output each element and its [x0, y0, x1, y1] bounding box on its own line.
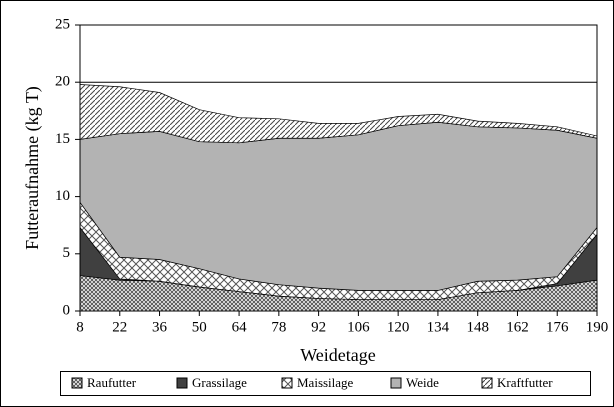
- legend-label: Maissilage: [297, 375, 354, 390]
- legend-label: Weide: [406, 375, 439, 390]
- y-axis-title: Futteraufnahme (kg T): [22, 86, 43, 250]
- x-tick-label: 78: [271, 319, 286, 335]
- x-tick-label: 134: [427, 319, 450, 335]
- y-tick-label: 0: [63, 302, 71, 318]
- x-tick-label: 176: [546, 319, 569, 335]
- x-axis-title: Weidetage: [300, 345, 376, 365]
- x-tick-label: 36: [152, 319, 168, 335]
- plot-border: [79, 24, 598, 312]
- y-tick-label: 5: [63, 245, 71, 261]
- x-tick-label: 8: [76, 319, 84, 335]
- legend-label: Raufutter: [87, 375, 137, 390]
- legend-label: Grassilage: [192, 375, 247, 390]
- x-tick-label: 162: [506, 319, 529, 335]
- x-tick-label: 190: [586, 319, 609, 335]
- x-tick-label: 50: [192, 319, 207, 335]
- x-tick-label: 120: [387, 319, 410, 335]
- y-tick-label: 15: [55, 131, 70, 147]
- x-tick-label: 92: [311, 319, 326, 335]
- y-tick-label: 25: [55, 16, 70, 32]
- legend-label: Kraftfutter: [497, 375, 553, 390]
- x-tick-label: 64: [232, 319, 248, 335]
- x-tick-label: 106: [347, 319, 370, 335]
- legend-swatch: [176, 377, 188, 389]
- legend-swatch: [281, 377, 293, 389]
- y-tick-label: 20: [55, 74, 70, 90]
- legend: [60, 371, 591, 396]
- x-tick-label: 22: [112, 319, 127, 335]
- legend-swatch: [390, 377, 402, 389]
- x-tick-label: 148: [466, 319, 489, 335]
- legend-swatch: [71, 377, 83, 389]
- y-tick-label: 10: [55, 188, 70, 204]
- legend-swatch: [481, 377, 493, 389]
